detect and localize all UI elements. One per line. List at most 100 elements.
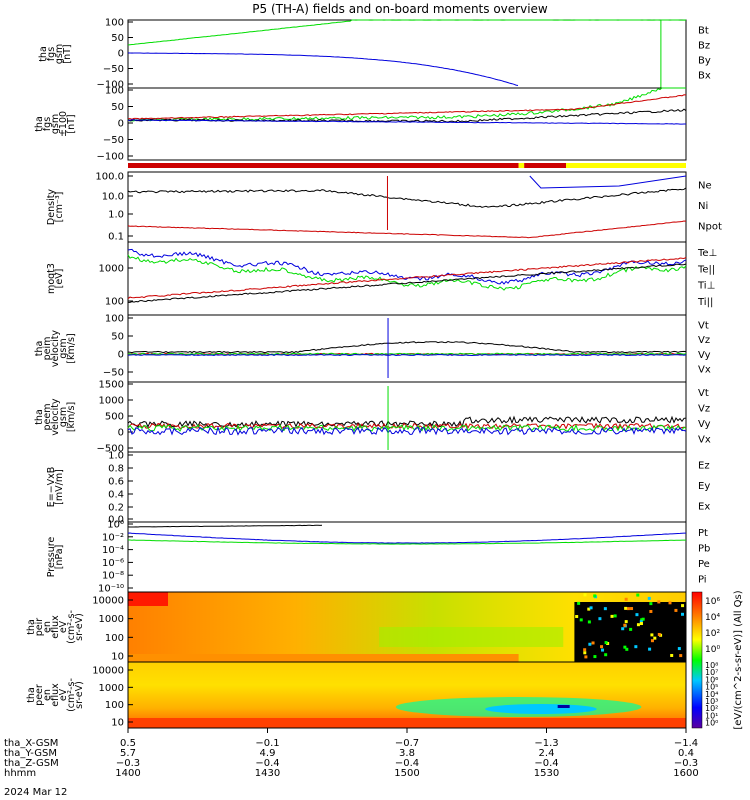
legend-pb: Pb (698, 543, 710, 554)
panel-efield: 1.0 0.8 0.6 0.4 0.20.0 E=−VxB[mV/m] Ez Ey Ex (46, 451, 710, 526)
y-tick-label: 100 (105, 86, 124, 97)
colorbar-tick-label: 10³ (705, 697, 718, 706)
y-tick-label: −500 (97, 444, 124, 455)
y-axis-label: eflux (50, 683, 61, 707)
series-vt (127, 415, 687, 429)
y-tick-label: 100 (105, 297, 124, 308)
series-te-par (128, 263, 687, 303)
y-axis-label: eflux (50, 615, 61, 639)
panel-frame (127, 521, 687, 593)
colorbar-tick-label: 10⁰ (705, 719, 718, 728)
series-vt (127, 340, 687, 354)
series-vy (128, 352, 687, 356)
legend-vx: Vx (698, 365, 711, 376)
y-tick-label: 0.2 (108, 503, 124, 514)
legend-ni: Ni (698, 201, 708, 212)
y-axis-label: gsm (58, 338, 69, 358)
y-axis-label: [km/s] (66, 333, 77, 363)
legend-bt: Bt (698, 26, 709, 37)
heatmap-low-band (128, 718, 686, 728)
x-tick-label: −0.1 (255, 738, 279, 749)
series-vx (127, 353, 687, 357)
colorbar-tick-label: 10⁴ (705, 613, 720, 623)
y-tick-label: 50 (111, 33, 124, 44)
series-ti-perp (127, 248, 687, 285)
legend-ex: Ex (698, 502, 710, 513)
legend-te: Te|| (697, 264, 715, 275)
y-tick-label: −100 (97, 152, 124, 163)
y-tick-label: −50 (103, 135, 124, 146)
status-segment (518, 163, 525, 168)
legend-ti: Ti|| (697, 297, 713, 308)
y-tick-label: 10 (111, 718, 124, 729)
y-axis-label: [nT] (66, 114, 77, 133)
y-tick-label: 0 (118, 350, 124, 361)
y-axis-label: ±100 (58, 111, 69, 137)
y-axis-label: [nT] (62, 44, 73, 63)
y-tick-label: 10⁻⁸ (102, 571, 124, 582)
x-tick-label: −0.4 (395, 758, 419, 769)
x-tick-label: −0.4 (534, 758, 558, 769)
y-tick-label: 10 (111, 652, 124, 663)
y-tick-label: −100 (97, 80, 124, 91)
status-segment (128, 163, 519, 168)
y-axis-label: velocity (50, 330, 61, 368)
legend-ti: Ti⊥ (697, 281, 715, 292)
panel-peir-en-eflux: 10000 1000 100 10 thapeirenefluxeV(cm²-s-sr-… (26, 591, 687, 663)
legend-ey: Ey (698, 481, 710, 492)
y-tick-label: 100 (105, 18, 124, 29)
x-axis: tha_X-GSM 0.5 −0.1 −0.7 −1.3 −1.4 tha_Y-GSM 5.7… (4, 728, 699, 779)
y-axis-label: [nPa] (54, 545, 65, 570)
y-tick-label: 10⁻⁶ (102, 558, 124, 569)
series-ne (127, 220, 687, 239)
y-tick-label: 50 (111, 102, 124, 113)
panel-frame (127, 87, 687, 161)
heatmap-low-band (128, 654, 519, 662)
x-tick-label: −0.7 (395, 738, 419, 749)
colorbar-tick-label: 10⁴ (705, 690, 718, 699)
x-tick-label: 1430 (255, 768, 280, 779)
colorbar-tick-label: 10² (705, 704, 718, 713)
legend-pe: Pe (698, 559, 710, 570)
y-axis-label: Density (46, 189, 57, 225)
y-tick-label: 1000 (99, 614, 124, 625)
panel-peem-velocity: 1500 1000 500 0 −500 thapeemvelocitygsm[km/s]… (34, 380, 711, 455)
legend-pt: Pt (698, 528, 708, 539)
y-axis-label: peir (34, 618, 45, 637)
legend-by: By (698, 56, 711, 67)
colorbar: 10⁶10⁴10²10⁰10⁸10⁷10⁶10⁵10⁴10³10²10¹10⁰ … (691, 590, 744, 730)
legend-vt: Vt (698, 388, 709, 399)
y-tick-label: 10⁻¹⁰ (98, 584, 124, 595)
y-tick-label: 1000 (99, 396, 124, 407)
colorbar-tick-label: 10⁶ (705, 597, 720, 607)
status-segment (524, 163, 567, 168)
x-axis-row-label: hhmm (4, 768, 36, 779)
legend-vt: Vt (698, 320, 709, 331)
panel-density: 100.0 10.0 1.0 0.1 Density[cm⁻³] Ne Ni Npot (46, 171, 722, 243)
legend-npot: Npot (698, 222, 722, 233)
series-bz (127, 94, 687, 120)
series-pe (127, 539, 686, 545)
y-axis-label: [km/s] (66, 402, 77, 432)
series-bx (128, 119, 686, 125)
y-tick-label: 0.6 (108, 477, 124, 488)
series-pt (127, 524, 323, 528)
y-tick-label: 10⁻² (102, 532, 124, 543)
y-axis-label: tha (26, 687, 37, 703)
y-tick-label: 100 (105, 700, 124, 711)
x-tick-label: 5.7 (120, 748, 136, 759)
series-vx (127, 425, 687, 436)
y-tick-label: 0 (118, 49, 124, 60)
colorbar-scale (691, 591, 703, 729)
x-tick-label: −0.4 (255, 758, 279, 769)
series-npot (529, 175, 687, 189)
colorbar-tick-label: 10⁰ (705, 645, 720, 655)
legend-vx: Vx (698, 434, 711, 445)
y-tick-label: 10000 (92, 596, 124, 607)
x-tick-label: 0.5 (120, 738, 136, 749)
y-tick-label: 1500 (99, 380, 124, 391)
series-vy (127, 423, 687, 433)
y-tick-label: 1000 (99, 683, 124, 694)
